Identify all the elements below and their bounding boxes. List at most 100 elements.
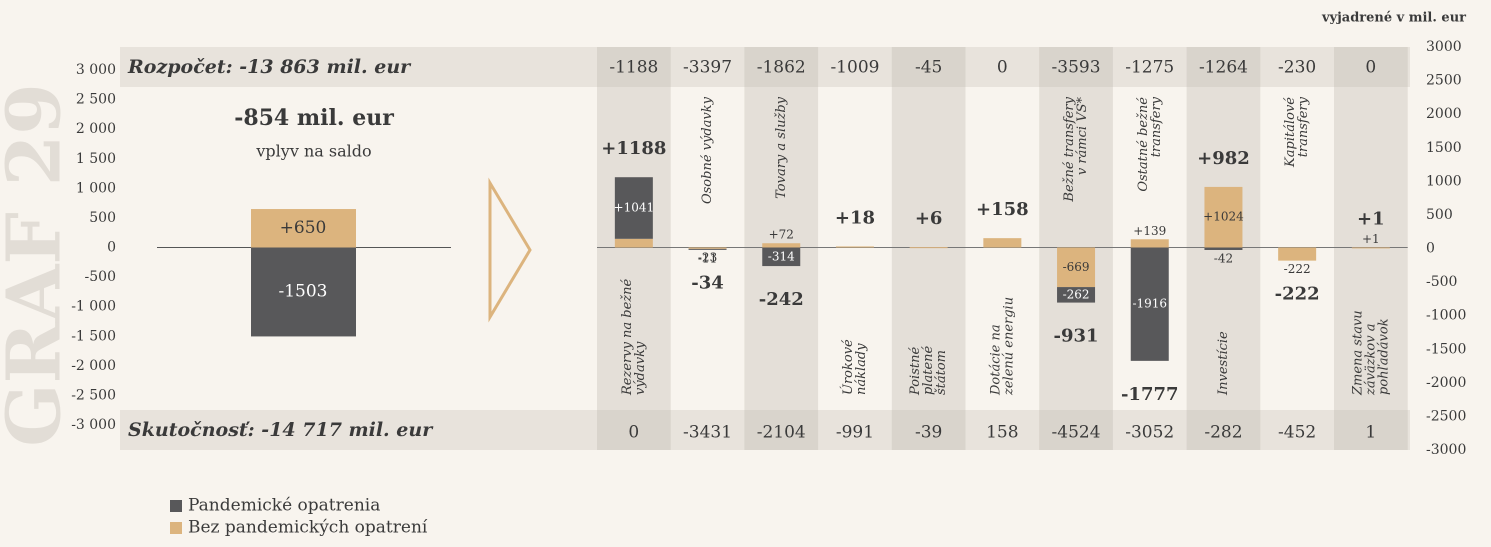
y2-tick-label: 1000: [1426, 173, 1462, 189]
legend-swatch: [170, 522, 182, 534]
segment-label: -669: [1063, 260, 1090, 274]
bar-segment: [688, 247, 727, 249]
budget-value: -3397: [683, 58, 732, 78]
impact: -854 mil. eur: [234, 105, 394, 131]
column-band: [597, 47, 671, 450]
total-label: -222: [1275, 284, 1320, 305]
column-band: [891, 47, 966, 450]
segment-label: -314: [768, 249, 795, 263]
y-tick-label: 2 500: [76, 92, 116, 108]
budget-value: -3593: [1052, 58, 1101, 78]
category-label: Investície: [1216, 331, 1231, 396]
column-band: [1334, 47, 1408, 450]
actual-value: -3431: [683, 423, 732, 443]
category-label: platené: [921, 345, 936, 395]
actual-value: -282: [1204, 423, 1242, 443]
segment-label: -222: [1284, 262, 1311, 276]
summary-label: -1503: [278, 281, 327, 301]
y2-tick-label: 3000: [1426, 39, 1462, 55]
budget-value: -1275: [1125, 58, 1174, 78]
bar-segment: [614, 238, 653, 248]
total-label: +6: [915, 208, 943, 229]
total-label: -931: [1054, 326, 1099, 347]
actual-value: -452: [1278, 423, 1316, 443]
budget-value: 0: [997, 58, 1008, 78]
y-tick-label: -1 500: [71, 328, 116, 344]
bar-segment: [1130, 247, 1169, 361]
bar-segment: [1204, 247, 1243, 250]
segment-label: +1041: [614, 201, 655, 215]
category-label: Poistné: [908, 347, 923, 396]
category-label: Zmena stavu: [1350, 310, 1365, 396]
total-label: -1777: [1121, 384, 1179, 405]
y2-tick-label: -3000: [1426, 442, 1466, 458]
y-tick-label: 2 000: [76, 121, 116, 137]
actual-value: 158: [986, 423, 1018, 443]
y2-tick-label: -2000: [1426, 375, 1466, 391]
y-tick-label: 500: [89, 210, 116, 226]
budget-value: -1188: [609, 58, 658, 78]
budget-value: -45: [915, 58, 942, 78]
actual-value: -39: [915, 423, 942, 443]
total-label: -242: [759, 289, 804, 310]
column-band-cell: [744, 47, 819, 87]
y-tick-label: 1 000: [76, 180, 116, 196]
segment-label: +1024: [1203, 210, 1244, 224]
category-label: Kapitálové: [1283, 97, 1298, 168]
category-label: zelenú energiu: [1001, 297, 1016, 396]
column-band-cell: [1334, 47, 1408, 87]
actual-value: -2104: [757, 423, 806, 443]
column-band-cell: [744, 410, 819, 450]
bar-segment: [1204, 186, 1243, 248]
legend-label: Bez pandemických opatrení: [188, 518, 428, 538]
actual-value: -4524: [1052, 423, 1101, 443]
budget-label: Rozpočet: -13 863 mil. eur: [127, 56, 412, 78]
column-band-cell: [1186, 410, 1261, 450]
column-band-cell: [891, 47, 966, 87]
budget-value: -230: [1278, 58, 1316, 78]
actual-label: Skutočnosť: -14 717 mil. eur: [128, 419, 434, 441]
column-band-cell: [1334, 410, 1408, 450]
category-label: náklady: [854, 343, 869, 395]
category-label: výdavky: [633, 341, 648, 395]
y2-tick-label: 500: [1426, 207, 1453, 223]
bar-segment: [1057, 247, 1096, 288]
arrow: [488, 177, 532, 323]
actual-value: -3052: [1125, 423, 1174, 443]
bar-segment: [1057, 287, 1096, 303]
y2-tick-label: 0: [1426, 241, 1435, 257]
category-label: Osobné výdavky: [700, 96, 715, 204]
y2-tick-label: -2500: [1426, 408, 1466, 424]
unit-note: vyjadrené v mil. eur: [1321, 11, 1466, 26]
segment-label: +139: [1133, 224, 1166, 238]
impact-note: vplyv na saldo: [255, 142, 371, 161]
bar-segment: [835, 246, 874, 248]
total-label: +1: [1357, 208, 1385, 229]
budget-value: 0: [1365, 58, 1376, 78]
segment-label: +1: [1362, 232, 1380, 246]
segment-label: -23: [698, 250, 717, 264]
y-tick-label: -2 000: [71, 358, 116, 374]
actual-value: 0: [628, 423, 639, 443]
bar-segment: [1351, 247, 1390, 249]
category-label: Tovary a služby: [774, 96, 789, 199]
segment-label: -262: [1063, 287, 1090, 301]
y-tick-label: 3 000: [76, 62, 116, 78]
bar-segment: [614, 177, 653, 239]
y-tick-label: -500: [85, 269, 116, 285]
segment-label: -11: [698, 251, 717, 265]
bar-segment: [1278, 247, 1317, 261]
summary-bar: [251, 247, 356, 337]
category-label: transfery: [1149, 96, 1164, 157]
bar-segment: [909, 247, 948, 249]
y-tick-label: -1 000: [71, 299, 116, 315]
actual-value: 1: [1365, 423, 1376, 443]
column-band-cell: [1039, 47, 1113, 87]
category-label: Bežné transfery: [1062, 96, 1077, 202]
column-band-cell: [1039, 410, 1113, 450]
total-label: -34: [691, 273, 724, 294]
y2-tick-label: -1500: [1426, 341, 1466, 357]
category-label: v rámci VS*: [1075, 97, 1090, 176]
y2-tick-label: 2000: [1426, 106, 1462, 122]
